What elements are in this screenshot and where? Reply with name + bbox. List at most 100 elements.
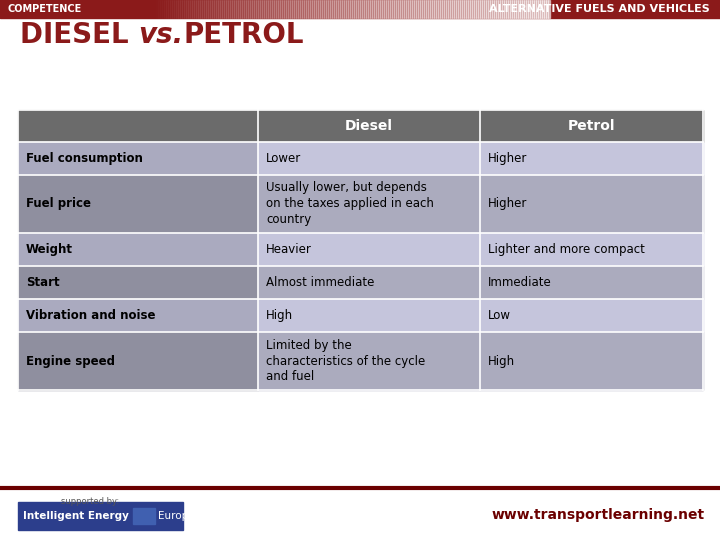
Bar — [512, 0, 514, 18]
Bar — [456, 0, 458, 18]
Bar — [340, 0, 342, 18]
Text: Immediate: Immediate — [488, 276, 552, 289]
Bar — [468, 0, 470, 18]
Text: Limited by the
characteristics of the cycle
and fuel: Limited by the characteristics of the cy… — [266, 339, 426, 383]
Bar — [260, 0, 262, 18]
Bar — [480, 142, 703, 175]
Bar — [444, 0, 446, 18]
Bar — [18, 142, 258, 175]
Bar — [192, 0, 194, 18]
Bar — [494, 0, 496, 18]
Bar — [238, 0, 240, 18]
Bar — [476, 0, 478, 18]
Bar — [330, 0, 332, 18]
Bar — [480, 175, 703, 233]
Bar — [462, 0, 464, 18]
Bar — [224, 0, 226, 18]
Bar — [334, 0, 336, 18]
Bar — [244, 0, 246, 18]
Bar — [372, 0, 374, 18]
Bar — [342, 0, 344, 18]
Bar — [236, 0, 238, 18]
Bar — [226, 0, 228, 18]
Bar — [208, 0, 210, 18]
Bar — [536, 0, 538, 18]
Bar — [258, 332, 480, 390]
Bar — [410, 0, 412, 18]
Bar — [258, 299, 480, 332]
Bar — [540, 0, 542, 18]
Bar — [432, 0, 434, 18]
Bar — [518, 0, 520, 18]
Bar — [194, 0, 196, 18]
Bar — [158, 0, 160, 18]
Bar — [170, 0, 172, 18]
Bar — [248, 0, 250, 18]
Bar — [382, 0, 384, 18]
Bar — [178, 0, 180, 18]
Text: Vibration and noise: Vibration and noise — [26, 309, 156, 322]
Bar — [308, 0, 310, 18]
Bar — [414, 0, 416, 18]
Bar — [546, 0, 548, 18]
Bar — [412, 0, 414, 18]
Bar — [234, 0, 236, 18]
Bar — [386, 0, 388, 18]
Text: Fuel consumption: Fuel consumption — [26, 152, 143, 165]
Bar — [436, 0, 438, 18]
Bar — [392, 0, 394, 18]
Bar — [510, 0, 512, 18]
Bar — [434, 0, 436, 18]
Bar — [360, 0, 362, 18]
Bar — [266, 0, 268, 18]
Bar — [258, 0, 260, 18]
Bar — [258, 266, 480, 299]
Bar — [486, 0, 488, 18]
Bar — [498, 0, 500, 18]
Bar — [352, 0, 354, 18]
Bar — [336, 0, 338, 18]
Bar — [204, 0, 206, 18]
Bar — [168, 0, 170, 18]
Bar — [214, 0, 216, 18]
Bar — [156, 0, 158, 18]
Bar — [482, 0, 484, 18]
Bar — [362, 0, 364, 18]
Bar — [18, 110, 703, 142]
Bar — [480, 332, 703, 390]
Bar — [398, 0, 400, 18]
Text: PETROL: PETROL — [183, 21, 304, 49]
Text: Diesel: Diesel — [345, 119, 393, 133]
Bar — [306, 0, 308, 18]
Bar — [348, 0, 350, 18]
Bar — [480, 0, 482, 18]
Bar — [220, 0, 222, 18]
Bar — [416, 0, 418, 18]
Bar — [492, 0, 494, 18]
Bar — [18, 299, 258, 332]
Bar — [384, 0, 386, 18]
Bar — [376, 0, 378, 18]
Bar — [438, 0, 440, 18]
Bar — [318, 0, 320, 18]
Text: Petrol: Petrol — [568, 119, 616, 133]
Bar — [454, 0, 456, 18]
Bar — [396, 0, 398, 18]
Bar — [154, 0, 156, 18]
Bar — [202, 0, 204, 18]
Bar — [288, 0, 290, 18]
Bar — [258, 233, 480, 266]
Bar — [400, 0, 402, 18]
Text: Weight: Weight — [26, 243, 73, 256]
Bar — [442, 0, 444, 18]
Bar — [528, 0, 530, 18]
Bar — [264, 0, 266, 18]
Bar — [222, 0, 224, 18]
Bar — [530, 0, 532, 18]
Bar — [212, 0, 214, 18]
Bar — [174, 0, 176, 18]
Bar — [278, 0, 280, 18]
Bar — [314, 0, 316, 18]
Bar — [152, 0, 154, 18]
Bar — [406, 0, 408, 18]
